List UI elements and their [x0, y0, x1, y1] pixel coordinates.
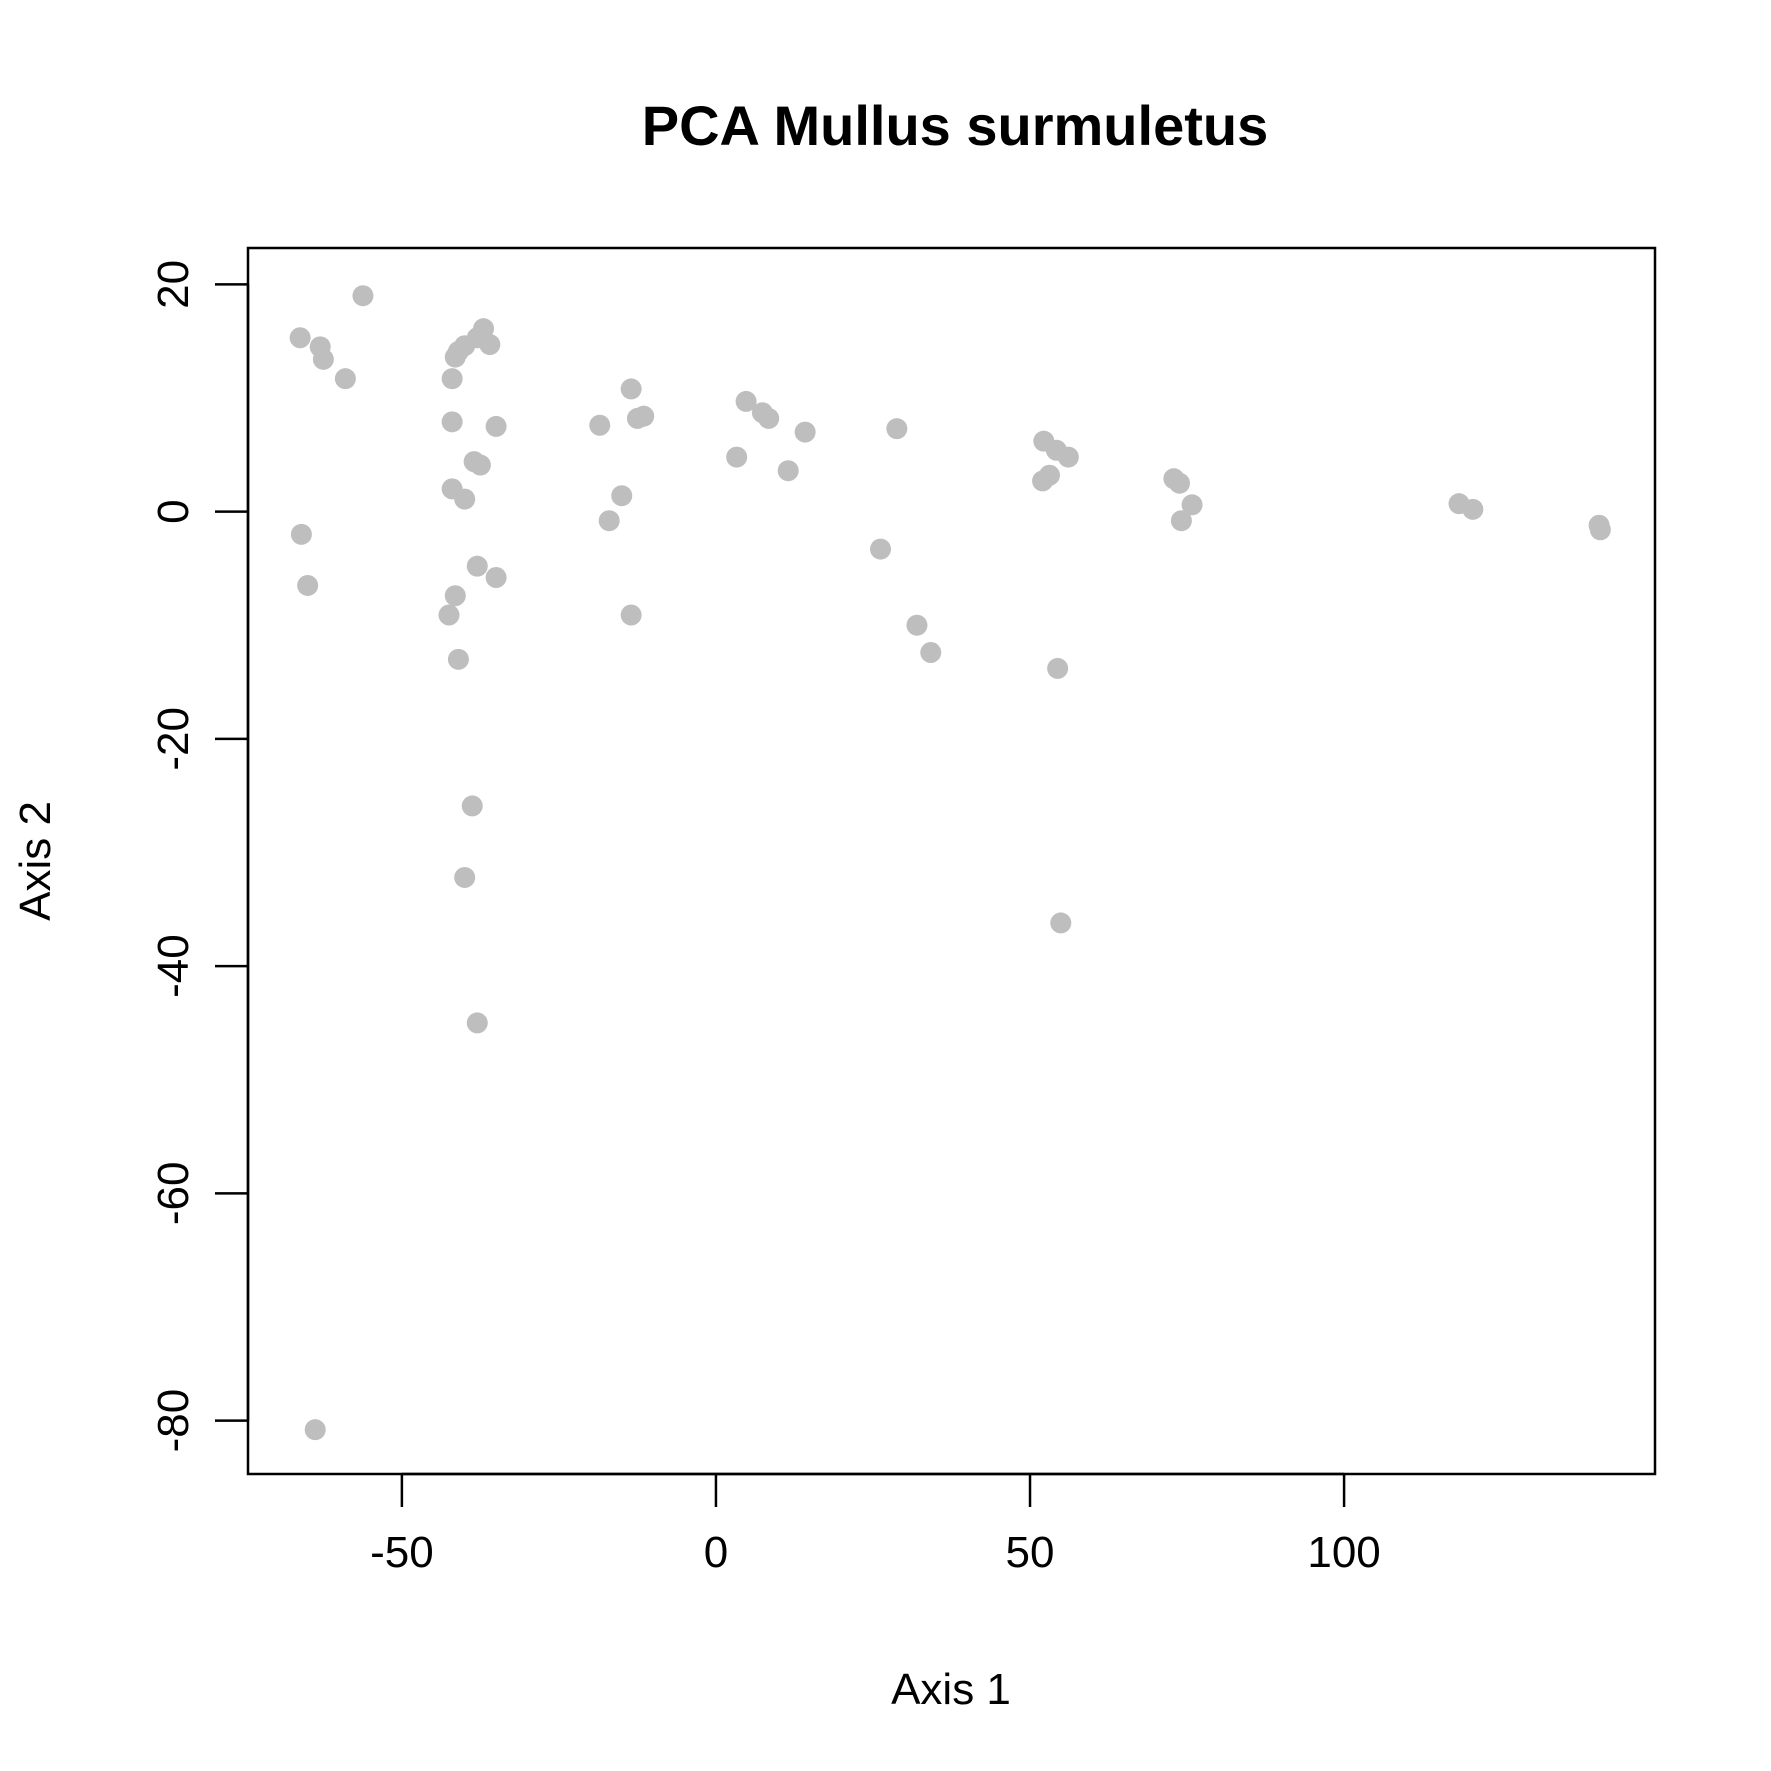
data-point [1181, 494, 1203, 516]
data-point [1169, 472, 1191, 494]
data-point [611, 485, 633, 507]
data-point [777, 460, 799, 482]
data-point [1038, 464, 1060, 486]
data-point [304, 1419, 326, 1441]
x-axis-label: Axis 1 [891, 1665, 1011, 1714]
data-point [485, 415, 507, 437]
y-axis-label: Axis 2 [11, 801, 60, 921]
data-point [466, 555, 488, 577]
data-point [454, 866, 476, 888]
chart-title: PCA Mullus surmuletus [642, 94, 1268, 157]
y-tick-label: 20 [149, 260, 198, 309]
data-point [1050, 912, 1072, 934]
data-point [444, 585, 466, 607]
x-tick-label: 100 [1307, 1528, 1380, 1577]
plot-frame [246, 246, 1657, 1476]
data-point [1057, 446, 1079, 468]
data-point [289, 327, 311, 349]
data-point [589, 414, 611, 436]
data-point [794, 421, 816, 443]
data-point [479, 334, 501, 356]
data-point [1170, 510, 1192, 532]
data-point [352, 285, 374, 307]
data-point [1462, 498, 1484, 520]
data-point [447, 648, 469, 670]
data-point [870, 538, 892, 560]
data-point [454, 488, 476, 510]
data-point [461, 795, 483, 817]
data-point [441, 411, 463, 433]
data-point [290, 523, 312, 545]
data-point [620, 604, 642, 626]
y-tick-label: -20 [149, 707, 198, 771]
data-point [906, 614, 928, 636]
data-point [1047, 657, 1069, 679]
data-point [886, 418, 908, 440]
data-point [735, 390, 757, 412]
data-point [469, 454, 491, 476]
data-point [633, 405, 655, 427]
data-point [758, 407, 780, 429]
data-point [1589, 519, 1611, 541]
data-point [485, 567, 507, 589]
data-point [438, 604, 460, 626]
y-tick-label: -40 [149, 934, 198, 998]
data-point [466, 1012, 488, 1034]
x-tick-label: -50 [370, 1528, 434, 1577]
y-tick-label: 0 [149, 499, 198, 523]
data-point [473, 318, 495, 340]
data-point [726, 446, 748, 468]
data-point [312, 348, 334, 370]
data-point [441, 368, 463, 390]
data-point [598, 510, 620, 532]
y-tick-label: -80 [149, 1389, 198, 1453]
y-axis: 20 0 -20 -40 -60 -80 [149, 260, 250, 1453]
data-point [334, 368, 356, 390]
x-axis: -50 0 50 100 [370, 1472, 1381, 1577]
x-tick-label: 0 [704, 1528, 728, 1577]
x-tick-label: 50 [1006, 1528, 1055, 1577]
data-points [289, 285, 1611, 1441]
data-point [620, 378, 642, 400]
data-point [920, 642, 942, 664]
y-tick-label: -60 [149, 1162, 198, 1226]
data-point [297, 574, 319, 596]
